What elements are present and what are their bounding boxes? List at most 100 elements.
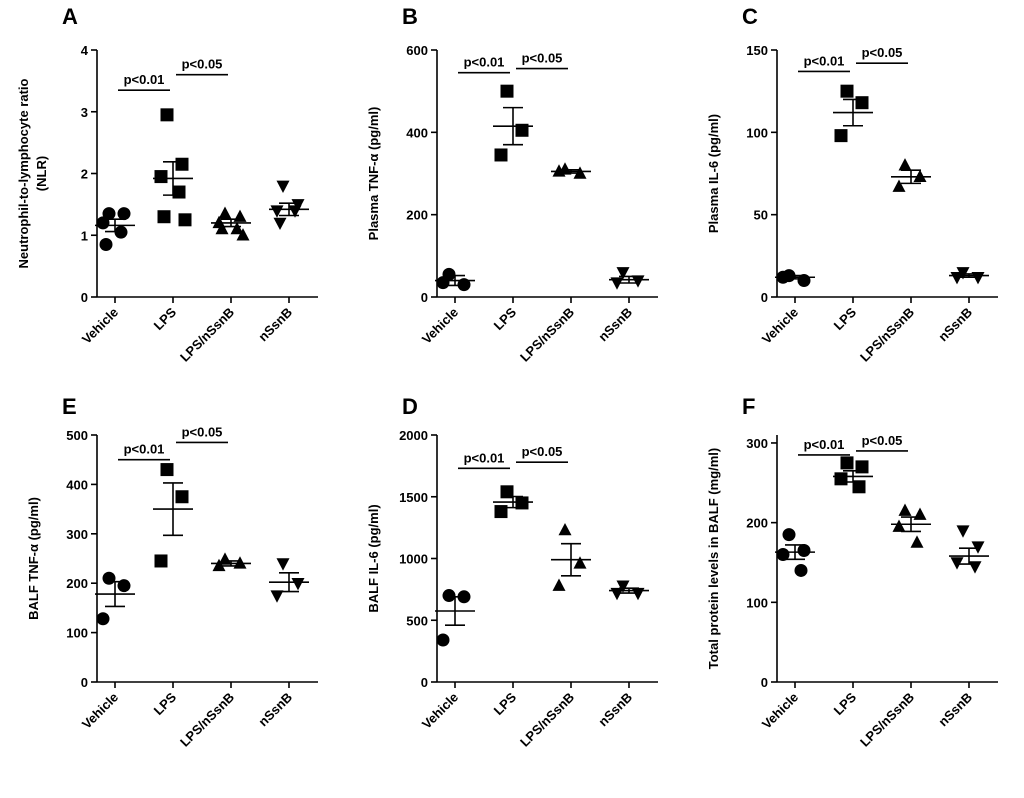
y-tick-label: 100 [66,626,88,641]
x-tick-label: LPS/nSsnB [177,305,237,365]
point [99,238,113,252]
point [233,209,247,222]
y-tick-label: 50 [754,208,768,223]
point [117,207,131,221]
x-tick-label: nSsnB [595,305,635,345]
y-tick-label: 200 [406,208,428,223]
x-tick-label: LPS/nSsnB [857,690,917,750]
point [794,563,808,577]
y-tick-label: 200 [66,576,88,591]
point [840,84,854,98]
x-tick-label: LPS/nSsnB [177,690,237,750]
y-tick-label: 2 [81,167,88,182]
point [442,589,456,603]
x-tick-label: LPS [831,304,860,333]
point [558,522,572,536]
panel-label: C [742,4,758,29]
point [515,123,529,137]
significance-label: p<0.01 [124,442,165,457]
point [892,179,906,192]
point [436,633,450,647]
significance-label: p<0.01 [804,53,845,68]
point [218,206,232,219]
x-tick-label: nSsnB [595,690,635,730]
y-tick-label: 400 [66,477,88,492]
y-tick-label: 1 [81,228,88,243]
point [797,544,811,558]
point [500,485,514,499]
x-tick-label: Vehicle [419,690,461,732]
y-tick-label: 100 [746,595,768,610]
significance-label: p<0.01 [464,450,505,465]
point [436,276,450,290]
y-tick-label: 200 [746,516,768,531]
x-tick-label: Vehicle [79,305,121,347]
point [288,205,302,218]
y-tick-label: 1500 [399,490,428,505]
y-axis-label: (NLR) [34,156,49,191]
x-tick-label: nSsnB [255,305,295,345]
y-axis-label: Plasma IL-6 (pg/ml) [706,114,721,233]
point [172,185,186,199]
significance-label: p<0.05 [522,444,563,459]
y-tick-label: 2000 [399,428,428,443]
x-tick-label: Vehicle [419,305,461,347]
y-tick-label: 4 [81,43,89,58]
point [270,590,284,603]
panel-label: D [402,394,418,419]
point [102,207,116,221]
significance-label: p<0.01 [804,437,845,452]
y-tick-label: 0 [81,675,88,690]
panel-label: E [62,394,77,419]
point [913,507,927,520]
y-tick-label: 0 [761,290,768,305]
point [834,472,848,486]
point [175,157,189,171]
x-tick-label: nSsnB [935,305,975,345]
point [956,525,970,538]
point [215,221,229,235]
panel-label: F [742,394,755,419]
panel-label: B [402,4,418,29]
point [233,556,247,569]
point [154,554,168,568]
x-tick-label: LPS/nSsnB [517,690,577,750]
point [515,496,529,510]
y-tick-label: 400 [406,125,428,140]
point [154,170,168,184]
point [573,556,587,569]
significance-label: p<0.05 [182,424,223,439]
point [631,275,645,288]
x-tick-label: nSsnB [255,690,295,730]
point [96,216,110,230]
y-tick-label: 0 [421,290,428,305]
point [500,84,514,98]
y-tick-label: 0 [81,290,88,305]
y-tick-label: 600 [406,43,428,58]
significance-label: p<0.05 [862,45,903,60]
x-tick-label: LPS [491,304,520,333]
point [631,587,645,601]
y-axis-label: Total protein levels in BALF (mg/ml) [706,448,721,670]
point [276,558,290,571]
point [552,578,566,591]
point [834,129,848,143]
significance-label: p<0.01 [124,72,165,87]
point [178,213,192,227]
y-tick-label: 150 [746,43,768,58]
significance-label: p<0.05 [862,433,903,448]
y-tick-label: 100 [746,125,768,140]
point [291,578,305,591]
point [840,456,854,470]
point [616,580,630,593]
point [102,571,116,585]
x-tick-label: LPS [151,304,180,333]
point [950,557,964,570]
y-tick-label: 300 [66,527,88,542]
point [852,480,866,494]
y-axis-label: BALF IL-6 (pg/ml) [366,504,381,612]
point [616,267,630,280]
point [160,463,174,477]
point [160,108,174,122]
